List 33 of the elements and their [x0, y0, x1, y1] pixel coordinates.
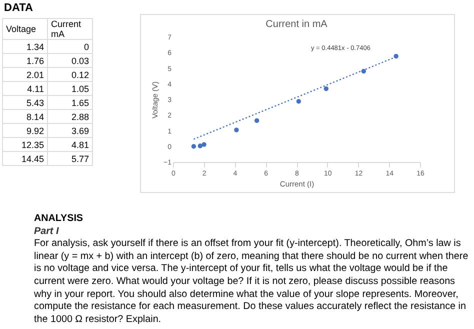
text: 1.76	[2, 54, 48, 68]
text: 5.43	[2, 96, 48, 110]
text: For analysis, ask yourself if there is an offset from your fit (y-intercept). Theoretically, Ohm’s law is linear (y = mx + b) with an intercept (b) of zero, meaning that there should be no current when there is no voltage and vice versa. The y-intercept of your fit, tells us what the voltage would be if the current were zero. What would your voltage be? If it is not zero, please discuss possible reasons why in your report. You should also determine what the value of your slope represents. Moreover, compute the resistance for each measurement. Do these values accurately reflect the resistance in the 1000 Ω resistor? Explain.	[34, 238, 470, 326]
text: Voltage	[2, 18, 48, 40]
text: 8.14	[2, 110, 48, 124]
text: 0.03	[48, 54, 92, 68]
text: ANALYSIS	[34, 213, 84, 226]
text: 14.45	[2, 152, 48, 166]
point	[254, 118, 260, 123]
text: 9.92	[2, 124, 48, 138]
text: 4.81	[48, 138, 92, 152]
point	[191, 144, 196, 149]
text: 2.88	[48, 110, 92, 124]
text: 4.11	[2, 82, 48, 96]
point	[234, 128, 239, 132]
text: Current mA	[48, 18, 92, 40]
text: 0.12	[48, 68, 92, 82]
text: 1.65	[48, 96, 92, 110]
text: 3.69	[48, 124, 92, 138]
text: 1.34	[2, 40, 48, 54]
text: Part I	[34, 226, 60, 238]
text: 12.35	[2, 138, 48, 152]
text: 5.77	[48, 152, 92, 166]
chart-title: Current in mA	[266, 19, 328, 30]
text: 2.01	[2, 68, 48, 82]
point	[296, 99, 302, 104]
point	[361, 68, 366, 74]
point	[324, 86, 328, 92]
text: 0	[48, 40, 92, 54]
text: 1.05	[48, 82, 92, 96]
text: DATA	[4, 2, 34, 14]
point	[202, 142, 206, 147]
point	[198, 144, 203, 148]
